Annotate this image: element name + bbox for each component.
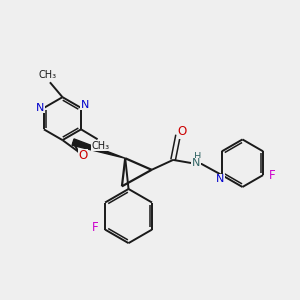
Text: F: F (269, 169, 276, 182)
Text: CH₃: CH₃ (91, 141, 109, 151)
Text: N: N (216, 174, 224, 184)
Polygon shape (72, 139, 125, 158)
Text: N: N (192, 158, 200, 168)
Text: H: H (194, 152, 202, 162)
Text: N: N (36, 103, 44, 113)
Text: O: O (78, 149, 88, 162)
Text: F: F (92, 221, 98, 234)
Text: N: N (81, 100, 89, 110)
Text: O: O (177, 125, 187, 138)
Text: CH₃: CH₃ (38, 70, 56, 80)
